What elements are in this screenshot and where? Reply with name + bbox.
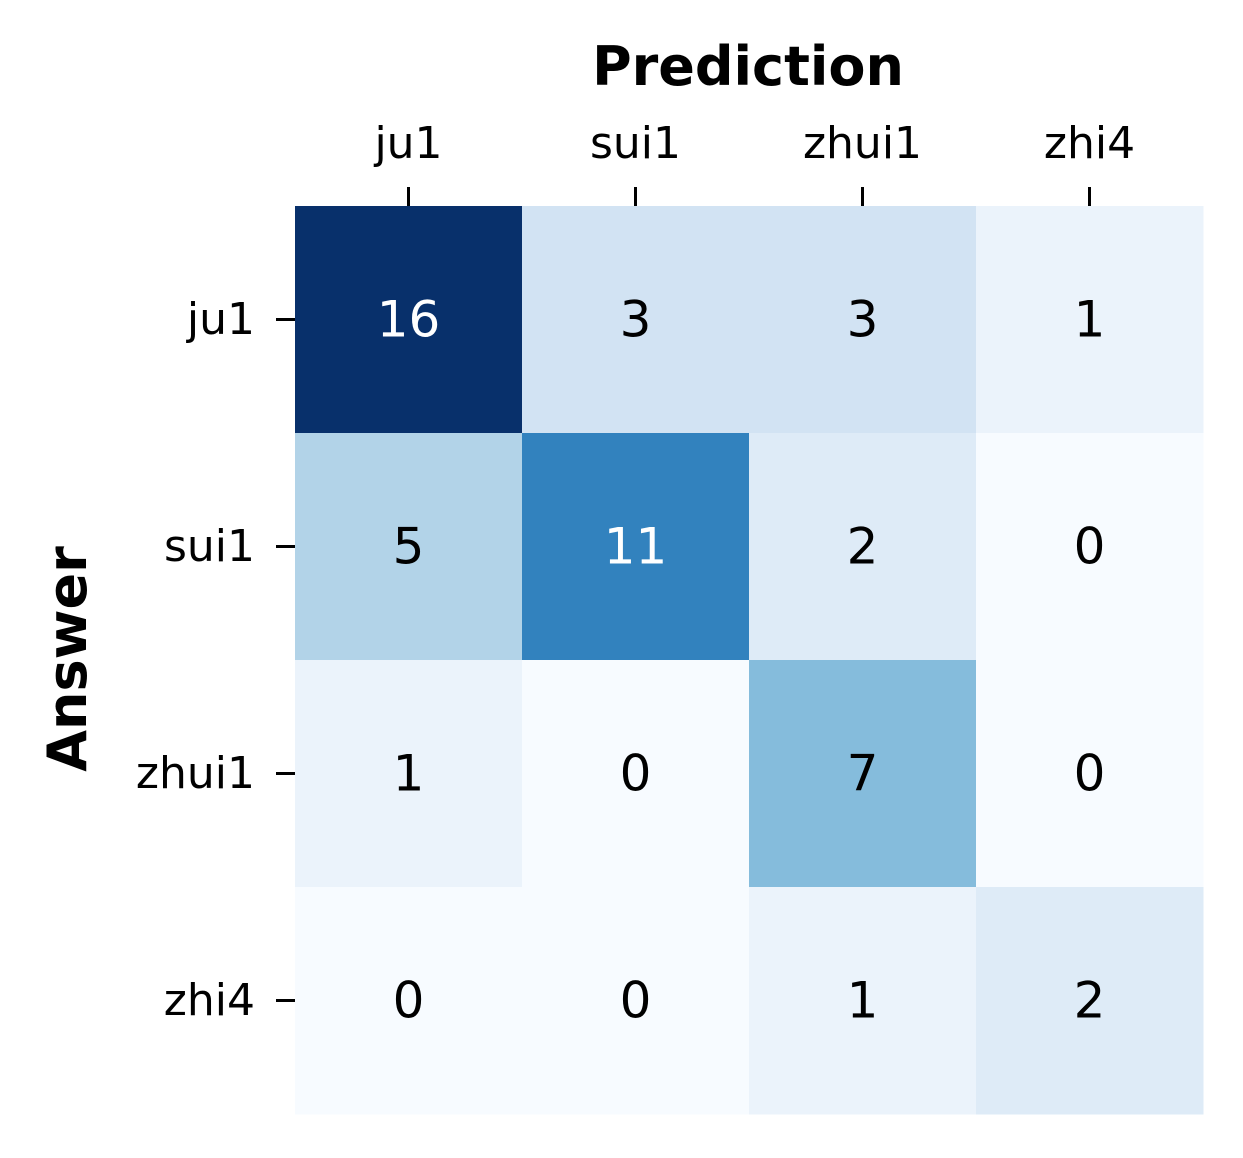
heatmap-cell-zhi4-zhi4 [976, 887, 1204, 1115]
heatmap-cell-zhui1-sui1 [522, 660, 750, 888]
ticks-layer [276, 187, 1091, 1002]
cell-value-label: 16 [377, 291, 441, 349]
cell-value-label: 0 [1074, 745, 1106, 803]
heatmap-cell-zhui1-zhi4 [976, 660, 1204, 888]
cell-value-label: 3 [847, 291, 879, 349]
y-axis-title: Answer [36, 546, 99, 772]
x-tick-label-zhi4: zhi4 [1044, 118, 1135, 169]
cell-value-label: 3 [620, 291, 652, 349]
heatmap-cell-ju1-ju1 [295, 206, 523, 434]
cell-labels-layer: 16 3 3 1 5 11 2 0 1 0 7 0 0 0 1 2 [377, 291, 1106, 1030]
cell-value-label: 1 [1074, 291, 1106, 349]
cell-value-label: 11 [604, 518, 668, 576]
x-tick-label-ju1: ju1 [373, 118, 442, 169]
heatmap-cell-zhui1-zhui1 [749, 660, 977, 888]
cell-value-label: 2 [1074, 972, 1106, 1030]
heatmap-cell-sui1-zhui1 [749, 433, 977, 661]
heatmap-cell-ju1-zhi4 [976, 206, 1204, 434]
heatmap-cell-sui1-sui1 [522, 433, 750, 661]
x-tick-label-zhui1: zhui1 [803, 118, 922, 169]
heatmap-cell-sui1-zhi4 [976, 433, 1204, 661]
heatmap-cell-zhi4-zhui1 [749, 887, 977, 1115]
cell-value-label: 7 [847, 745, 879, 803]
y-tick-label-zhui1: zhui1 [136, 748, 255, 799]
cell-value-label: 0 [620, 972, 652, 1030]
heatmap-cell-sui1-ju1 [295, 433, 523, 661]
cell-value-label: 0 [1074, 518, 1106, 576]
cell-value-label: 5 [393, 518, 425, 576]
cell-value-label: 0 [393, 972, 425, 1030]
heatmap-cell-zhi4-ju1 [295, 887, 523, 1115]
y-tick-label-ju1: ju1 [186, 294, 255, 345]
x-axis-title: Prediction [592, 35, 904, 98]
heatmap-cell-ju1-zhui1 [749, 206, 977, 434]
cell-value-label: 1 [393, 745, 425, 803]
cell-value-label: 0 [620, 745, 652, 803]
cell-value-label: 2 [847, 518, 879, 576]
y-tick-label-zhi4: zhi4 [164, 975, 255, 1026]
heatmap-cell-ju1-sui1 [522, 206, 750, 434]
heatmap-cell-zhi4-sui1 [522, 887, 750, 1115]
x-tick-label-sui1: sui1 [590, 118, 681, 169]
cells-layer [295, 206, 1204, 1115]
y-tick-label-sui1: sui1 [164, 521, 255, 572]
cell-value-label: 1 [847, 972, 879, 1030]
heatmap-cell-zhui1-ju1 [295, 660, 523, 888]
tick-labels-layer: ju1 sui1 zhui1 zhi4 ju1 sui1 zhui1 zhi4 [136, 118, 1135, 1026]
